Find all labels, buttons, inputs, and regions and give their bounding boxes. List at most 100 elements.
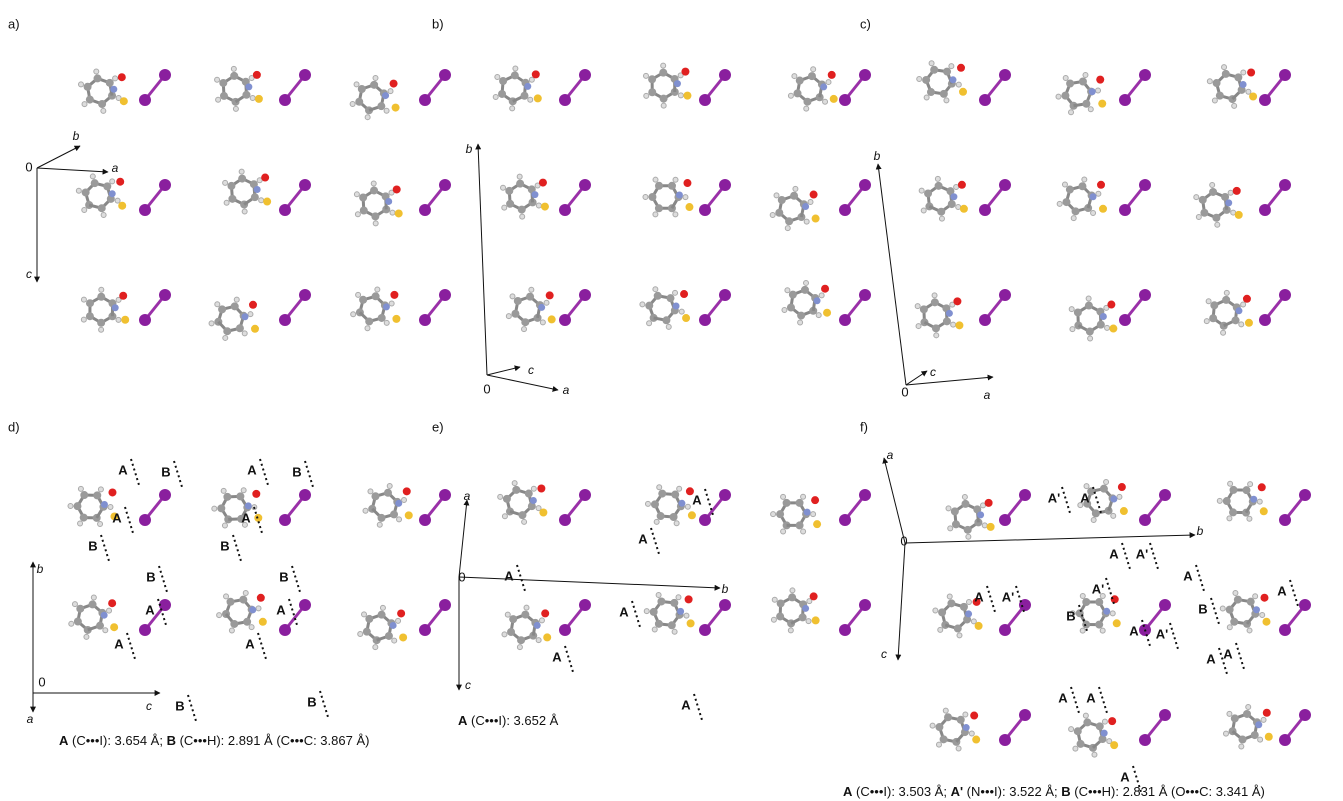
atom xyxy=(948,63,955,70)
atom xyxy=(397,609,406,618)
atom xyxy=(914,303,921,310)
atom xyxy=(103,182,112,191)
atom xyxy=(805,618,812,625)
iodine-chain xyxy=(1279,489,1311,526)
atom xyxy=(97,204,106,213)
contact-line xyxy=(1289,579,1299,607)
atom xyxy=(800,285,809,294)
atom xyxy=(1019,489,1031,501)
atom xyxy=(117,73,126,82)
atom xyxy=(1225,199,1233,207)
atom xyxy=(769,212,776,219)
atom xyxy=(534,182,541,189)
iodine-chain xyxy=(699,179,731,216)
atom xyxy=(666,294,675,303)
atom xyxy=(929,722,936,729)
atom xyxy=(370,80,379,89)
atom xyxy=(795,521,804,530)
contact-label: A xyxy=(247,462,257,477)
atom xyxy=(678,499,686,507)
atom xyxy=(110,512,119,521)
axis-arrow xyxy=(36,167,109,175)
atom xyxy=(935,723,944,732)
atom xyxy=(1257,483,1266,492)
atom xyxy=(559,94,571,106)
atom xyxy=(680,290,689,299)
axis-arrow xyxy=(475,143,488,376)
atom xyxy=(1205,298,1212,305)
caption: A (C•••I): 3.654 Å; B (C•••H): 2.891 Å (… xyxy=(59,733,369,748)
contact-label: A xyxy=(1223,646,1233,661)
atom xyxy=(639,301,646,308)
atom xyxy=(803,97,812,106)
molecule xyxy=(75,173,127,218)
atom xyxy=(1246,515,1253,522)
atom xyxy=(961,493,968,500)
atom xyxy=(1279,734,1291,746)
atom xyxy=(1082,620,1091,629)
molecule xyxy=(214,65,263,112)
atom xyxy=(673,520,680,527)
atom xyxy=(1099,313,1107,321)
atom xyxy=(1264,732,1273,741)
atom xyxy=(392,185,401,194)
atom xyxy=(658,489,667,498)
contact-label: B xyxy=(307,694,316,709)
atom xyxy=(1238,735,1247,744)
iodine-chain xyxy=(279,179,311,216)
axis-label: b xyxy=(37,562,44,576)
atom xyxy=(93,491,102,500)
atom xyxy=(1103,607,1111,615)
atom xyxy=(245,83,253,91)
atom xyxy=(793,89,802,98)
contact-line xyxy=(126,632,136,660)
atom xyxy=(1109,610,1116,617)
atom xyxy=(678,308,685,315)
atom xyxy=(222,334,229,341)
atom xyxy=(947,599,956,608)
atom xyxy=(955,81,962,88)
contact-label: B xyxy=(220,538,229,553)
atom xyxy=(1259,507,1268,516)
atom xyxy=(1279,179,1291,191)
molecule xyxy=(353,180,403,227)
atom xyxy=(953,184,960,191)
atom xyxy=(233,296,240,303)
panel-label: d) xyxy=(8,419,20,434)
atom xyxy=(1096,320,1105,329)
atom xyxy=(970,618,977,625)
atom xyxy=(795,498,804,507)
caption-part: (C•••H): 2.891 Å (C•••C: 3.867 Å) xyxy=(176,733,369,748)
atom xyxy=(80,491,89,500)
atom xyxy=(1209,187,1218,196)
atom xyxy=(1139,289,1151,301)
atom xyxy=(1072,745,1079,752)
atom xyxy=(645,301,654,310)
atom xyxy=(802,203,810,211)
atom xyxy=(220,487,227,494)
atom xyxy=(953,624,962,633)
atom xyxy=(1085,327,1094,336)
atom xyxy=(1259,611,1266,618)
atom xyxy=(800,528,807,535)
atom xyxy=(251,324,260,333)
axis-arrow xyxy=(882,457,906,544)
atom xyxy=(388,189,395,196)
atom xyxy=(81,188,90,197)
atom xyxy=(652,286,659,293)
atom xyxy=(539,508,548,517)
atom xyxy=(787,627,794,634)
atom xyxy=(516,173,523,180)
atom xyxy=(1119,507,1128,516)
atom xyxy=(241,521,248,528)
atom xyxy=(98,326,105,333)
atom xyxy=(108,190,116,198)
atom xyxy=(919,305,928,314)
molecule xyxy=(67,485,119,528)
molecule xyxy=(492,65,542,112)
atom xyxy=(1259,94,1271,106)
atom xyxy=(240,487,247,494)
iodine-chain xyxy=(979,289,1011,326)
iodine-chain xyxy=(1139,599,1171,636)
iodine-chain xyxy=(419,179,451,216)
